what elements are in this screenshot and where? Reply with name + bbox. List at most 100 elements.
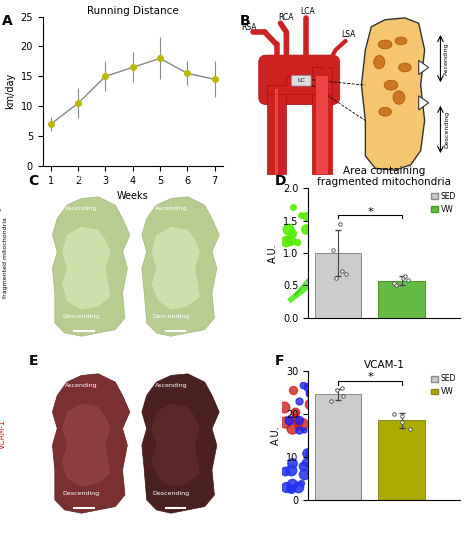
Polygon shape [53, 374, 130, 513]
Y-axis label: km/day: km/day [5, 73, 15, 109]
Point [295, 425, 303, 434]
Polygon shape [152, 227, 200, 310]
Point [295, 415, 303, 424]
Text: SED: SED [77, 175, 95, 184]
Point [292, 408, 299, 416]
Text: D: D [275, 174, 286, 188]
Text: LC: LC [58, 375, 67, 382]
Point [320, 415, 328, 424]
Point [285, 415, 292, 424]
Point [312, 426, 319, 435]
X-axis label: Weeks: Weeks [117, 191, 148, 201]
Text: LC: LC [297, 78, 305, 84]
Text: SED: SED [312, 426, 325, 431]
Bar [378, 420, 425, 500]
Text: Descending: Descending [62, 314, 99, 319]
Text: LC: LC [150, 199, 159, 205]
Text: C: C [28, 174, 39, 188]
Point [299, 462, 307, 471]
Point [303, 457, 310, 466]
Point [297, 211, 305, 220]
Text: VW: VW [171, 175, 186, 184]
Point [318, 489, 326, 498]
Text: Ascending: Ascending [64, 206, 97, 211]
Point [304, 448, 311, 457]
Point [319, 382, 327, 390]
Text: Area of endothelium containing
fragmented mitochondria: Area of endothelium containing fragmente… [0, 207, 8, 307]
Polygon shape [361, 18, 425, 170]
FancyBboxPatch shape [259, 55, 340, 105]
Ellipse shape [393, 91, 405, 105]
Point [316, 383, 323, 392]
Polygon shape [53, 197, 130, 336]
Text: Ascending: Ascending [155, 383, 188, 388]
Polygon shape [152, 404, 200, 487]
Point [319, 453, 326, 462]
Ellipse shape [384, 80, 398, 90]
Text: Ascending: Ascending [155, 206, 188, 211]
Text: LCA: LCA [300, 7, 315, 17]
Text: B: B [239, 14, 250, 28]
Text: LC: LC [58, 199, 67, 205]
Point [302, 212, 310, 221]
Polygon shape [266, 67, 332, 94]
Point [291, 414, 299, 422]
Point [300, 426, 308, 435]
Ellipse shape [399, 63, 411, 72]
Text: *: * [367, 373, 373, 383]
Polygon shape [316, 76, 328, 174]
Bar [315, 394, 362, 500]
Y-axis label: A.U.: A.U. [271, 426, 281, 445]
Polygon shape [419, 60, 428, 75]
Text: SED: SED [77, 352, 95, 361]
Text: LSA: LSA [342, 30, 356, 39]
Point [316, 202, 324, 211]
Text: Ascending: Ascending [64, 383, 97, 388]
Point [288, 228, 296, 237]
Text: Descending: Descending [444, 111, 449, 148]
Point [306, 469, 314, 478]
Point [294, 483, 302, 492]
Point [298, 479, 305, 488]
Point [320, 229, 328, 238]
Bar [378, 281, 425, 318]
Point [302, 225, 310, 233]
Point [300, 380, 307, 389]
Ellipse shape [395, 37, 407, 45]
Polygon shape [142, 197, 219, 336]
Text: RCA: RCA [279, 13, 294, 22]
Point [284, 225, 292, 233]
Point [304, 383, 312, 392]
Point [307, 450, 314, 459]
Title: Area containing
fragmented mitochondria: Area containing fragmented mitochondria [317, 166, 451, 187]
Point [313, 425, 320, 434]
Title: Running Distance: Running Distance [87, 6, 179, 16]
Point [288, 423, 296, 432]
Text: VW: VW [314, 307, 325, 312]
Point [282, 418, 289, 426]
Text: Descending: Descending [153, 314, 190, 319]
Point [300, 470, 308, 479]
Text: LC: LC [150, 375, 159, 382]
Point [318, 404, 325, 413]
Point [313, 401, 321, 410]
Polygon shape [142, 374, 219, 513]
Point [306, 388, 314, 397]
Point [287, 466, 295, 475]
Point [287, 484, 295, 493]
Point [286, 484, 293, 493]
Point [317, 455, 325, 463]
Text: Descending: Descending [153, 491, 190, 496]
Point [288, 479, 296, 488]
Point [319, 489, 327, 498]
Point [282, 483, 290, 492]
Polygon shape [62, 404, 110, 487]
Text: Ascending: Ascending [444, 43, 449, 75]
Text: VCAM-1: VCAM-1 [0, 419, 7, 449]
Bar [315, 253, 362, 318]
Point [308, 225, 315, 234]
Point [282, 237, 290, 246]
Point [318, 388, 325, 397]
Ellipse shape [374, 55, 385, 69]
Point [289, 203, 296, 212]
